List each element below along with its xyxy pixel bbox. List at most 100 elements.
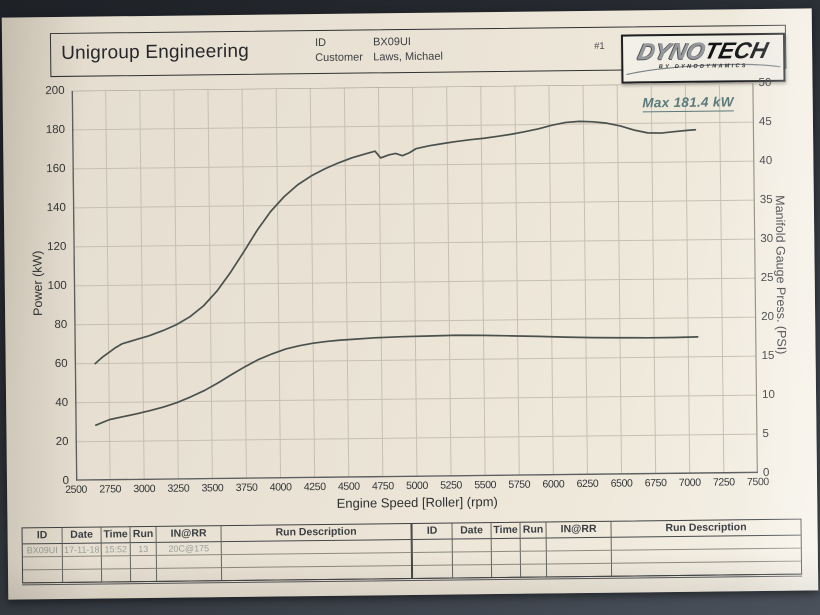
table-cell <box>62 556 102 570</box>
x-tick-label: 5250 <box>440 479 463 492</box>
right-tick-label: 15 <box>761 349 775 363</box>
x-tick-label: 7250 <box>712 476 735 489</box>
grid-line <box>75 394 758 404</box>
left-tick-label: 60 <box>54 357 68 371</box>
grid-line <box>72 199 755 209</box>
x-tick-label: 6000 <box>542 478 565 491</box>
id-label: ID <box>314 36 327 50</box>
grid-line <box>75 472 758 481</box>
left-tick-label: 140 <box>46 201 66 215</box>
x-tick-label: 6500 <box>610 477 633 490</box>
x-tick-label: 5750 <box>508 478 531 491</box>
x-tick-label: 3250 <box>167 482 190 495</box>
table-header-cell: Time <box>491 522 521 540</box>
table-cell <box>452 565 493 578</box>
id-value: BX09UI <box>372 35 412 49</box>
left-tick-label: 120 <box>47 240 67 254</box>
left-tick-label: 40 <box>55 396 69 410</box>
x-tick-label: 5500 <box>474 479 497 492</box>
table-cell <box>520 564 548 577</box>
x-tick-label: 3000 <box>133 482 156 496</box>
x-tick-label: 6250 <box>576 477 599 491</box>
table-header-cell: IN@RR <box>546 521 612 539</box>
left-tick-label: 180 <box>45 123 66 137</box>
power-curve <box>94 120 697 365</box>
grid-line <box>71 121 754 131</box>
table-cell: 20C@175 <box>156 542 222 556</box>
grid-line <box>71 83 754 92</box>
x-tick-label: 2500 <box>65 483 88 496</box>
x-tick-label: 7000 <box>678 476 701 489</box>
table-header-cell: Date <box>452 523 492 540</box>
logo-swoosh-line <box>626 63 781 76</box>
boost-curve <box>95 334 699 427</box>
runs-table-right-half: ID Date Time Run IN@RR Run Description <box>411 518 803 579</box>
table-cell <box>412 539 453 553</box>
runs-table: ID Date Time Run IN@RR Run Description BX09UI 1… <box>21 518 803 584</box>
dyno-sheet: Unigroup Engineering ID BX09UI Customer … <box>1 8 819 600</box>
table-cell <box>101 569 132 582</box>
logo-text-tech: TECH <box>701 36 771 64</box>
left-tick-label: 100 <box>47 279 67 293</box>
x-tick-label: 5000 <box>406 479 428 493</box>
grid-line <box>73 277 756 287</box>
x-tick-label: 7500 <box>746 475 769 489</box>
table-cell <box>22 569 64 583</box>
table-cell: BX09UI <box>22 543 63 558</box>
right-tick-label: 5 <box>762 427 769 441</box>
right-tick-label: 30 <box>760 232 774 246</box>
grid-line <box>74 355 757 365</box>
right-tick-label: 40 <box>759 154 773 168</box>
x-axis-title: Engine Speed [Roller] (rpm) <box>336 494 498 511</box>
x-tick-label: 4250 <box>303 480 326 494</box>
page-number: #1 <box>594 40 605 52</box>
right-tick-label: 10 <box>761 388 775 402</box>
table-cell <box>62 569 103 582</box>
x-tick-label: 4750 <box>371 480 394 493</box>
left-tick-label: 20 <box>55 435 69 449</box>
chart-plot-area <box>71 83 758 481</box>
table-cell <box>156 568 223 581</box>
table-cell <box>130 555 157 570</box>
table-cell: 13 <box>130 542 157 557</box>
grid-line <box>74 316 757 326</box>
table-cell <box>520 551 547 565</box>
table-header-cell: Run <box>520 522 547 539</box>
table-cell <box>22 556 63 571</box>
grid-line <box>75 433 758 443</box>
table-cell <box>491 564 522 578</box>
max-power-annotation: Max 181.4 kW <box>642 94 734 113</box>
table-header-cell: Time <box>101 527 131 544</box>
table-header-cell: IN@RR <box>156 526 222 543</box>
table-cell <box>491 551 521 566</box>
table-cell <box>101 556 131 570</box>
table-header-cell: Run <box>130 526 157 544</box>
runs-table-left-half: ID Date Time Run IN@RR Run Description BX09UI 1… <box>21 522 413 584</box>
table-cell <box>546 550 612 565</box>
table-cell: 17-11-18 <box>62 543 102 557</box>
x-tick-label: 3750 <box>235 481 258 494</box>
left-axis-tick-labels: 200 180 160 140 120 100 80 60 40 20 0 <box>28 85 69 487</box>
table-cell <box>156 555 222 569</box>
right-tick-label: 20 <box>761 310 775 324</box>
right-tick-label: 50 <box>758 76 772 90</box>
table-cell <box>412 565 454 578</box>
table-cell <box>546 537 612 552</box>
table-cell <box>130 568 158 582</box>
table-cell <box>546 563 613 577</box>
customer-label: Customer <box>315 51 363 65</box>
x-tick-label: 4000 <box>269 481 292 494</box>
company-name: Unigroup Engineering <box>61 40 250 64</box>
report-header: Unigroup Engineering ID BX09UI Customer … <box>49 24 787 84</box>
logo-text-dyno: DYNO <box>635 37 709 65</box>
right-tick-label: 25 <box>760 271 774 285</box>
x-tick-label: 3500 <box>201 482 224 495</box>
left-tick-label: 160 <box>46 162 66 176</box>
x-tick-label: 2750 <box>99 483 122 496</box>
table-header-cell: ID <box>22 527 63 545</box>
dynotech-logo: DYNOTECH BY DYNODYNAMICS <box>620 32 786 84</box>
table-cell <box>412 552 453 566</box>
grid-line <box>72 160 755 170</box>
right-axis-tick-labels: 50 45 40 35 30 25 20 15 10 5 0 <box>758 77 793 479</box>
